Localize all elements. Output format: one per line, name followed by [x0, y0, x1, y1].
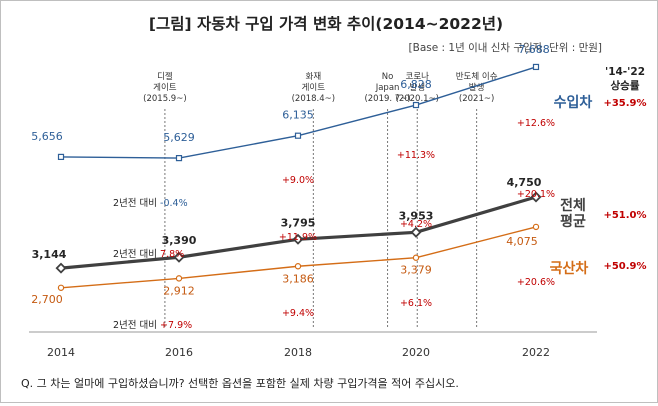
- event-label: No: [382, 72, 394, 82]
- event-label: (2020.1~): [396, 94, 440, 104]
- data-point: [532, 223, 540, 231]
- data-label: 3,953: [399, 209, 434, 222]
- data-point: [175, 275, 183, 282]
- change-label: +12.6%: [517, 118, 555, 129]
- change-label: 2년전 대비 +7.9%: [113, 320, 192, 331]
- change-label: +6.1%: [400, 298, 432, 309]
- change-label: +4.2%: [400, 219, 432, 230]
- x-tick-label: 2020: [402, 346, 430, 359]
- growth-header: '14-'22: [605, 66, 645, 78]
- change-label: +9.0%: [282, 175, 314, 186]
- data-label: 7,688: [518, 43, 550, 56]
- event-label: 디젤: [157, 71, 173, 82]
- change-label: 2년전 대비 -0.4%: [113, 198, 188, 209]
- data-label: 5,656: [31, 130, 63, 143]
- data-label: 3,795: [281, 216, 316, 229]
- event-label: 코로나: [406, 72, 430, 82]
- data-point: [532, 63, 540, 71]
- data-label: 3,379: [400, 264, 432, 277]
- data-label: 3,390: [162, 234, 197, 247]
- data-point: [410, 226, 422, 238]
- data-point: [412, 101, 420, 109]
- change-label: +20.1%: [517, 189, 555, 200]
- data-point: [412, 254, 420, 261]
- change-label: +20.6%: [517, 277, 555, 288]
- change-label: 2년전 대비 7.8%: [113, 249, 184, 260]
- event-label: 발생: [469, 82, 485, 93]
- event-label: (2015.9~): [143, 94, 187, 104]
- data-point: [57, 153, 65, 161]
- question-text: Q. 그 차는 얼마에 구입하셨습니까? 선택한 옵션을 포함한 실제 차량 구…: [21, 376, 459, 390]
- series-name-label: 전체: [560, 197, 586, 214]
- event-label: 반도체 이슈: [456, 71, 498, 82]
- event-label: Japan: [375, 83, 400, 93]
- data-label: 5,629: [163, 131, 195, 144]
- change-label: +9.4%: [282, 308, 314, 319]
- growth-rate-label: +50.9%: [603, 261, 646, 272]
- growth-rate-label: +51.0%: [603, 210, 646, 221]
- data-point: [55, 262, 67, 274]
- data-label: 4,750: [507, 176, 542, 189]
- event-label: 화재: [306, 72, 322, 82]
- data-point: [57, 284, 65, 291]
- x-tick-label: 2014: [47, 346, 75, 359]
- chart-subtitle: [Base : 1년 이내 신차 구입자, 단위 : 만원]: [409, 41, 602, 54]
- chart-title: [그림] 자동차 구입 가격 변화 추이(2014~2022년): [149, 14, 503, 33]
- growth-header: 상승률: [611, 79, 640, 92]
- data-point: [175, 155, 183, 162]
- data-label: 2,912: [163, 284, 195, 297]
- data-point: [292, 233, 304, 245]
- x-tick-label: 2018: [284, 346, 312, 359]
- data-label: 2,700: [31, 293, 63, 306]
- change-label: +11.3%: [397, 150, 435, 161]
- change-label: +11.9%: [279, 232, 317, 243]
- series-name-label: 국산차: [550, 260, 589, 277]
- x-tick-label: 2016: [165, 346, 193, 359]
- x-tick-label: 2022: [522, 346, 550, 359]
- data-label: 4,075: [506, 235, 538, 248]
- data-label: 3,186: [282, 272, 314, 285]
- data-label: 6,135: [282, 109, 314, 122]
- data-point: [294, 263, 302, 270]
- event-label: (2021~): [459, 94, 494, 104]
- data-label: 3,144: [32, 248, 67, 261]
- data-point: [294, 132, 302, 139]
- event-label: (2019. 7~): [364, 94, 410, 104]
- growth-rate-label: +35.9%: [603, 98, 646, 109]
- series-name-label: 수입차: [554, 95, 593, 111]
- event-label: 게이트: [153, 82, 177, 93]
- data-point: [173, 251, 185, 263]
- event-label: 발생: [409, 82, 425, 93]
- data-label: 6,828: [400, 78, 432, 91]
- data-point: [530, 191, 542, 203]
- event-label: (2018.4~): [292, 94, 336, 104]
- series-name-label: 평균: [560, 213, 586, 230]
- event-label: 게이트: [302, 82, 326, 93]
